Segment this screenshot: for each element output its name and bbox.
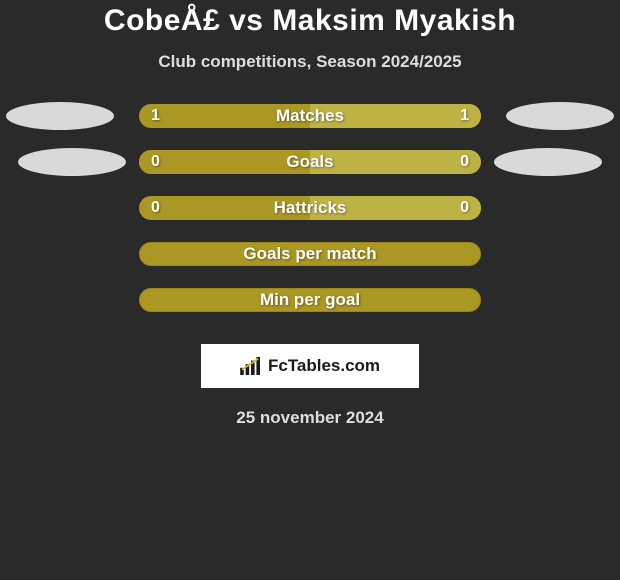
stat-bar-matches: 1 Matches 1 [139, 104, 481, 128]
stat-bar-goals: 0 Goals 0 [139, 150, 481, 174]
stat-bar-hattricks: 0 Hattricks 0 [139, 196, 481, 220]
widget-container: CobeÅ£ vs Maksim Myakish Club competitio… [0, 0, 620, 428]
stat-row-matches: 1 Matches 1 [0, 104, 620, 128]
stat-label: Goals [139, 152, 481, 172]
player-left-marker [6, 102, 114, 130]
stat-row-hattricks: 0 Hattricks 0 [0, 196, 620, 220]
stat-row-min-per-goal: Min per goal [0, 288, 620, 312]
chart-icon [240, 357, 262, 375]
stat-row-goals: 0 Goals 0 [0, 150, 620, 174]
attribution-badge[interactable]: FcTables.com [201, 344, 419, 388]
stat-label: Goals per match [140, 244, 480, 264]
stat-row-goals-per-match: Goals per match [0, 242, 620, 266]
subtitle: Club competitions, Season 2024/2025 [158, 52, 461, 72]
stat-label: Hattricks [139, 198, 481, 218]
page-title: CobeÅ£ vs Maksim Myakish [104, 4, 516, 38]
attribution-text: FcTables.com [268, 356, 380, 376]
player-right-marker [494, 148, 602, 176]
stat-label: Matches [139, 106, 481, 126]
stat-bar-goals-per-match: Goals per match [139, 242, 481, 266]
generation-date: 25 november 2024 [236, 408, 383, 428]
stat-label: Min per goal [140, 290, 480, 310]
player-right-marker [506, 102, 614, 130]
stat-bar-min-per-goal: Min per goal [139, 288, 481, 312]
player-left-marker [18, 148, 126, 176]
